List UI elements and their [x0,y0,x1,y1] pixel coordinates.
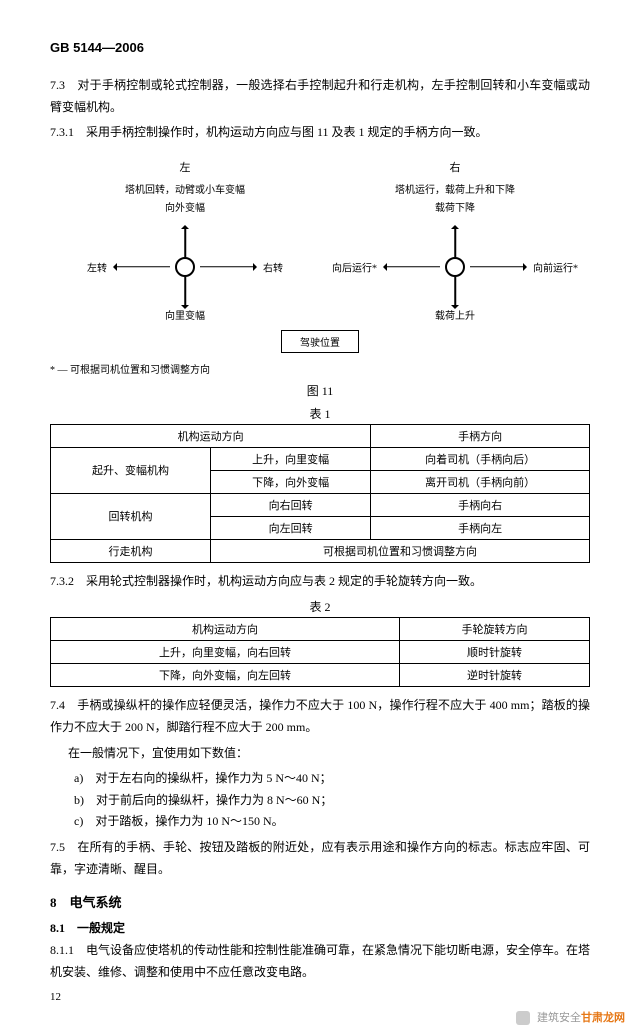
watermark: 建筑安全甘肃龙网 [516,1009,625,1025]
joystick-icon [175,257,195,277]
para-7-4-a: a) 对于左右向的操纵杆，操作力为 5 N～40 N； [74,768,590,790]
table-2: 机构运动方向 手轮旋转方向 上升，向里变幅，向右回转 顺时针旋转 下降，向外变幅… [50,617,590,687]
para-7-3-1: 7.3.1 采用手柄控制操作时，机构运动方向应与图 11 及表 1 规定的手柄方… [50,122,590,144]
joystick-icon [445,257,465,277]
standard-code: GB 5144—2006 [50,40,590,55]
left-joystick-diagram: 左 塔机回转，动臂或小车变幅 向外变幅 左转 右转 向里变幅 [90,159,280,317]
section-8-heading: 8 电气系统 [50,892,590,911]
para-7-3: 7.3 对于手柄控制或轮式控制器，一般选择右手控制起升和行走机构，左手控制回转和… [50,75,590,118]
figure-11-label: 图 11 [50,382,590,399]
para-7-4-b: b) 对于前后向的操纵杆，操作力为 8 N～60 N； [74,790,590,812]
page-number: 12 [50,991,590,1003]
table-1: 机构运动方向 手柄方向 起升、变幅机构 上升，向里变幅 向着司机（手柄向后） 下… [50,424,590,563]
para-7-4-intro: 在一般情况下，宜使用如下数值： [50,743,590,765]
diagram-footnote: * — 可根据司机位置和习惯调整方向 [50,361,590,376]
driver-position-box: 驾驶位置 [281,330,359,353]
document-page: GB 5144—2006 7.3 对于手柄控制或轮式控制器，一般选择右手控制起升… [0,0,640,1033]
para-7-4: 7.4 手柄或操纵杆的操作应轻便灵活，操作力不应大于 100 N，操作行程不应大… [50,695,590,738]
figure-11-diagram: 左 塔机回转，动臂或小车变幅 向外变幅 左转 右转 向里变幅 右 塔机运行，载荷… [50,159,590,317]
table-1-caption: 表 1 [50,405,590,422]
wechat-icon [516,1011,530,1025]
para-7-5: 7.5 在所有的手柄、手轮、按钮及踏板的附近处，应有表示用途和操作方向的标志。标… [50,837,590,880]
right-joystick-diagram: 右 塔机运行，载荷上升和下降 载荷下降 向后运行* 向前运行* 载荷上升 [360,159,550,317]
para-7-4-c: c) 对于踏板，操作力为 10 N～150 N。 [74,811,590,833]
para-7-3-2: 7.3.2 采用轮式控制器操作时，机构运动方向应与表 2 规定的手轮旋转方向一致… [50,571,590,593]
table-2-caption: 表 2 [50,598,590,615]
para-8-1-1: 8.1.1 电气设备应使塔机的传动性能和控制性能准确可靠，在紧急情况下能切断电源… [50,940,590,983]
